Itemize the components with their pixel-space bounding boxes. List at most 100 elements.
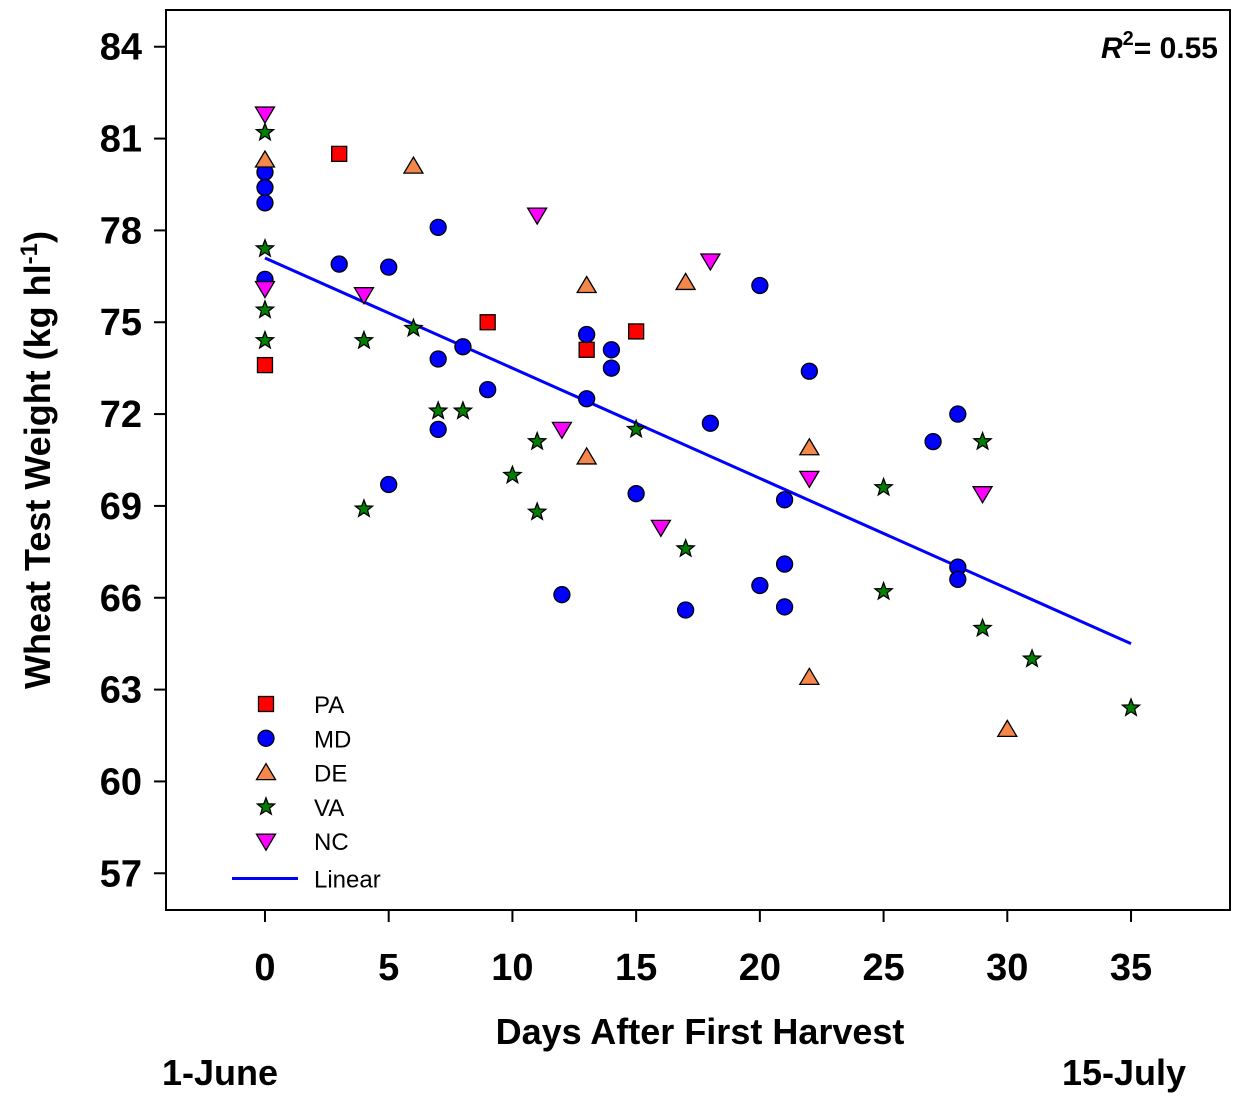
data-point-va [254,237,276,258]
data-point-nc [551,421,573,440]
data-point-md [479,380,497,399]
x-tick-label: 20 [739,947,781,989]
data-point-md [602,359,621,377]
x-tick-label: 15 [615,947,657,989]
r2-annotation: R2= 0.55 [1101,28,1218,65]
data-point-md [429,350,447,368]
data-point-va [1021,648,1043,668]
linear-fit-line [264,256,1132,646]
data-point-md [701,414,720,432]
data-point-va [972,430,993,451]
data-point-md [578,325,596,344]
data-point-md [775,598,794,616]
data-point-md [676,601,695,619]
data-point-va [526,430,548,451]
x-tick-label: 5 [378,947,399,989]
data-point-md [775,491,794,509]
data-point-md [380,475,398,494]
data-point-md [380,258,398,276]
points-layer [254,106,1142,738]
data-point-de [576,275,598,294]
data-point-pa [578,341,595,358]
y-tick-label: 78 [100,210,142,252]
data-point-va [526,501,548,521]
legend-label-md: MD [314,726,351,753]
legend-marker-nc [255,833,277,852]
x-axis: 0 5 10 15 20 25 30 35 [254,910,1152,989]
series-nc [254,106,994,538]
x-tick-label: 0 [254,947,275,989]
data-point-pa [256,356,274,374]
data-point-va [254,299,276,319]
series-md [256,163,967,619]
y-tick-label: 75 [100,302,142,344]
legend-marker-de [255,762,277,781]
data-point-md [429,420,447,439]
y-tick-label: 63 [100,670,142,712]
y-tick-label: 69 [100,486,142,528]
legend-marker-va [255,796,277,816]
data-point-de [576,446,598,465]
data-point-nc [254,106,276,125]
data-point-nc [254,280,276,299]
legend-label-nc: NC [314,829,349,856]
data-point-nc [353,287,375,305]
date-start-label: 1-June [162,1052,278,1093]
data-point-va [403,317,424,338]
data-point-md [751,576,769,595]
data-point-va [675,537,696,558]
data-point-nc [798,470,820,489]
data-point-pa [627,323,645,340]
data-point-va [1120,697,1142,717]
data-point-pa [331,145,348,163]
legend-marker-md [257,729,275,747]
data-point-md [602,341,621,359]
data-point-md [256,178,274,197]
data-point-de [798,667,820,685]
y-tick-label: 60 [100,761,142,803]
data-point-va [625,418,647,439]
data-point-md [949,570,967,589]
data-point-md [553,586,571,604]
legend-marker-pa [257,695,275,713]
data-point-md [578,390,596,408]
data-point-nc [971,486,994,504]
data-point-va [427,400,449,420]
y-tick-label: 57 [100,853,142,895]
series-va [254,121,1142,717]
y-tick-label: 66 [100,578,142,620]
data-point-va [452,400,474,420]
legend-label-va: VA [314,795,344,822]
x-tick-label: 35 [1110,947,1152,989]
data-point-md [800,362,818,380]
data-point-md [775,555,794,573]
data-point-va [873,580,894,601]
x-tick-label: 25 [862,947,904,989]
data-point-md [751,276,769,295]
y-tick-label: 84 [100,27,142,69]
series-de [254,149,1018,738]
legend: PA MD DE VA NC Linear [232,692,381,894]
data-point-va [353,329,375,350]
x-tick-label: 10 [491,947,533,989]
data-point-va [353,498,375,518]
y-axis-title: Wheat Test Weight (kg hl-1) [16,231,58,689]
legend-label-linear: Linear [314,867,381,894]
data-point-md [924,432,942,451]
data-point-pa [479,314,496,331]
legend-label-de: DE [314,761,347,788]
data-point-de [674,272,697,291]
y-axis: 57 60 63 66 69 72 75 78 81 84 [100,27,166,895]
data-point-va [873,476,894,497]
series-pa [256,145,645,374]
data-point-de [254,149,276,168]
data-point-nc [650,519,672,538]
data-point-md [949,405,967,423]
x-tick-label: 30 [986,947,1028,989]
data-point-de [402,155,425,174]
data-point-de [798,437,820,456]
data-point-md [454,338,472,356]
data-point-va [972,617,993,638]
fit-layer [264,256,1132,646]
